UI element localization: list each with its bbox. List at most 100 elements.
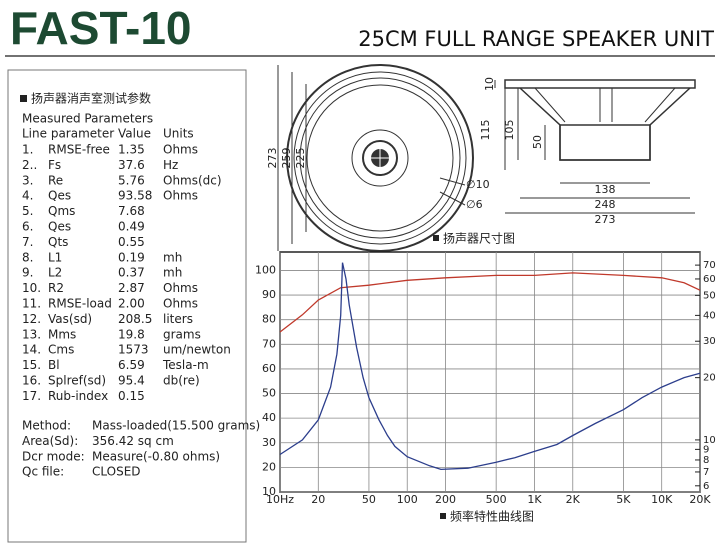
chart-caption: 频率特性曲线图 <box>450 509 534 524</box>
series-line <box>279 272 701 333</box>
dim-label: ∅6 <box>466 198 483 211</box>
table-cell: liters <box>163 312 193 326</box>
dim-label: 225 <box>294 148 307 169</box>
table-cell: Splref(sd) <box>48 374 106 388</box>
table-cell: 13. <box>22 327 41 341</box>
side-view <box>494 79 696 214</box>
x-tick-label: 10K <box>651 493 673 506</box>
note: Dcr mode: <box>22 449 85 463</box>
table-cell: 2.87 <box>118 281 145 295</box>
table-cell: RMSE-free <box>48 143 110 157</box>
table-cell: Re <box>48 173 63 187</box>
x-tick-label: 100 <box>397 493 418 506</box>
bullet <box>433 235 439 241</box>
bullet <box>440 513 446 519</box>
table-cell: 9. <box>22 266 33 280</box>
dim-label: 259 <box>280 148 293 169</box>
table-cell: 37.6 <box>118 158 145 172</box>
y-tick-label: 40 <box>262 411 276 424</box>
x-tick-label: 200 <box>435 493 456 506</box>
params-heading: 扬声器消声室测试参数 <box>31 91 151 106</box>
table-cell: L2 <box>48 266 62 280</box>
dim-label: 105 <box>503 120 516 141</box>
table-cell: Tesla-m <box>162 358 209 372</box>
drawing-caption: 扬声器尺寸图 <box>443 231 515 246</box>
table-cell: 7. <box>22 235 33 249</box>
bullet <box>20 95 27 102</box>
table-cell: 8. <box>22 250 33 264</box>
table-cell: 3. <box>22 173 33 187</box>
table-cell: Vas(sd) <box>48 312 92 326</box>
table-cell: 15. <box>22 358 41 372</box>
table-cell: RMSE-load <box>48 297 112 311</box>
table-cell: 0.19 <box>118 250 145 264</box>
x-tick-label: 50 <box>362 493 376 506</box>
table-cell: 95.4 <box>118 374 145 388</box>
column-header: Line parameter <box>22 127 114 141</box>
y-tick-label: 20 <box>262 460 276 473</box>
table-cell: L1 <box>48 250 62 264</box>
y2-tick-label: 6 <box>703 481 709 492</box>
dim-label: 248 <box>595 198 616 211</box>
y-tick-label: 60 <box>262 362 276 375</box>
y2-tick-label: 60 <box>703 274 716 285</box>
table-cell: 1.35 <box>118 143 145 157</box>
table-cell: 0.49 <box>118 220 145 234</box>
y2-tick-label: 9 <box>703 444 709 455</box>
dim-label: 273 <box>266 148 279 169</box>
table-cell: 17. <box>22 389 41 403</box>
table-cell: Qes <box>48 220 71 234</box>
note: Area(Sd): <box>22 434 78 448</box>
dim-label: 50 <box>531 135 544 149</box>
table-cell: Ohms(dc) <box>163 173 222 187</box>
column-header: Value <box>118 127 151 141</box>
table-cell: 12. <box>22 312 41 326</box>
table-cell: Ohms <box>163 281 198 295</box>
y2-tick-label: 30 <box>703 336 716 347</box>
table-cell: 10. <box>22 281 41 295</box>
params-subheading: Measured Parameters <box>22 112 153 126</box>
dim-label: 115 <box>479 120 492 141</box>
x-tick-label: 10Hz <box>266 493 294 506</box>
table-cell: um/newton <box>163 343 231 357</box>
y-tick-label: 50 <box>262 387 276 400</box>
x-tick-label: 5K <box>616 493 631 506</box>
table-cell: 6.59 <box>118 358 145 372</box>
table-cell: Bl <box>48 358 60 372</box>
y-tick-label: 100 <box>255 263 276 276</box>
y2-tick-label: 7 <box>703 467 709 478</box>
table-cell: Cms <box>48 343 74 357</box>
table-cell: 11. <box>22 297 41 311</box>
y-tick-label: 80 <box>262 313 276 326</box>
table-cell: Ohms <box>163 297 198 311</box>
table-cell: Hz <box>163 158 178 172</box>
table-cell: mh <box>163 266 182 280</box>
dim-label: 10 <box>483 77 496 91</box>
table-cell: 93.58 <box>118 189 152 203</box>
table-cell: db(re) <box>163 374 200 388</box>
note: Mass-loaded(15.500 grams) <box>92 419 260 433</box>
x-tick-label: 20K <box>689 493 711 506</box>
x-tick-label: 1K <box>527 493 542 506</box>
note: Measure(-0.80 ohms) <box>92 449 220 463</box>
y-tick-label: 30 <box>262 436 276 449</box>
x-tick-label: 20 <box>311 493 325 506</box>
table-cell: 208.5 <box>118 312 152 326</box>
y2-tick-label: 70 <box>703 260 716 271</box>
table-cell: Ohms <box>163 189 198 203</box>
series-line <box>279 262 701 471</box>
table-cell: 5.76 <box>118 173 145 187</box>
table-cell: 16. <box>22 374 41 388</box>
y2-tick-label: 40 <box>703 310 716 321</box>
y2-tick-label: 20 <box>703 373 716 384</box>
table-cell: Qms <box>48 204 75 218</box>
table-cell: 2.. <box>22 158 37 172</box>
y2-tick-label: 8 <box>703 455 709 466</box>
table-cell: mh <box>163 250 182 264</box>
dim-label: 138 <box>595 183 616 196</box>
y-tick-label: 90 <box>262 288 276 301</box>
note: CLOSED <box>92 465 141 479</box>
table-cell: Ohms <box>163 143 198 157</box>
table-cell: 0.15 <box>118 389 145 403</box>
